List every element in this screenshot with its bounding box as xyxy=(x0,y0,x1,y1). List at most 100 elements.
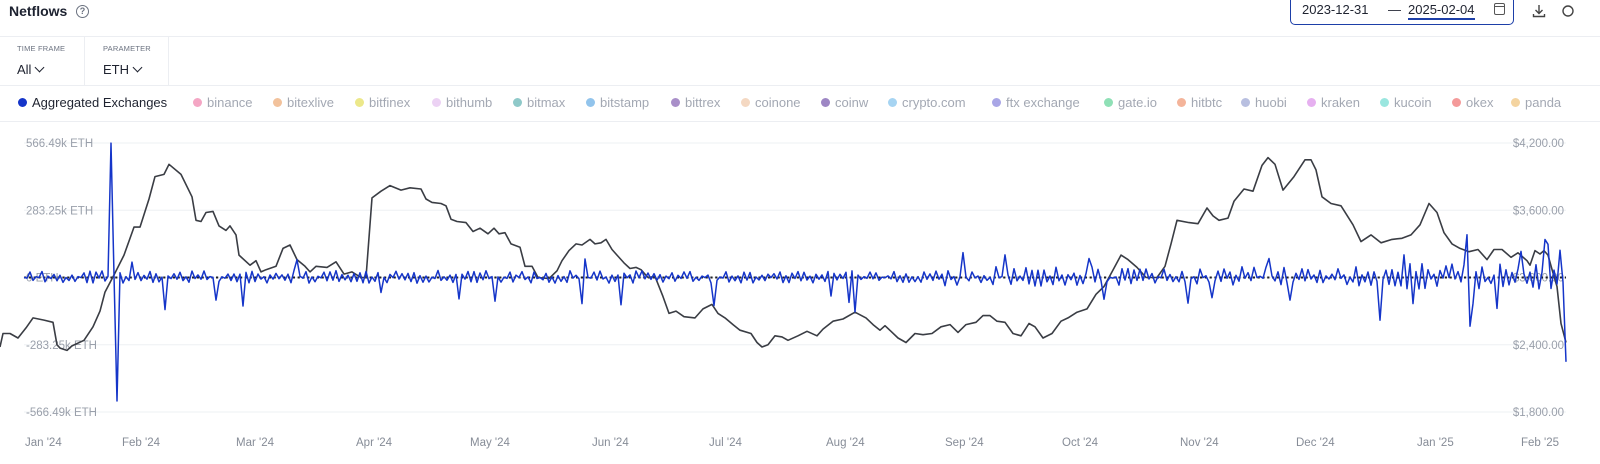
legend-dot xyxy=(671,98,680,107)
legend-item-bitexlive[interactable]: bitexlive xyxy=(273,95,334,110)
legend-item-kraken[interactable]: kraken xyxy=(1307,95,1360,110)
parameter-value: ETH xyxy=(103,62,129,77)
x-axis-tick: Sep '24 xyxy=(945,437,984,449)
netflow-line xyxy=(23,142,1567,402)
legend-label: coinone xyxy=(755,95,801,110)
legend-label: bitfinex xyxy=(369,95,411,110)
date-start-field[interactable]: 2023-12-31 xyxy=(1302,2,1369,17)
time-frame-label: TIME FRAME xyxy=(17,44,66,53)
legend-item-aggregated-exchanges[interactable]: Aggregated Exchanges xyxy=(18,95,167,110)
legend-item-binance[interactable]: binance xyxy=(193,95,253,110)
legend-dot xyxy=(355,98,364,107)
legend-label: kraken xyxy=(1321,95,1361,110)
right-axis-tick: $1,800.00 xyxy=(1513,407,1564,419)
legend-dot xyxy=(992,98,1001,107)
legend-item-huobi[interactable]: huobi xyxy=(1241,95,1287,110)
legend-dot xyxy=(1104,98,1113,107)
x-axis-tick: May '24 xyxy=(470,437,511,449)
left-axis-tick: 283.25k ETH xyxy=(26,205,93,217)
legend-dot xyxy=(273,98,282,107)
legend-item-bithumb[interactable]: bithumb xyxy=(432,95,492,110)
legend-label: panda xyxy=(1525,95,1562,110)
parameter-dropdown[interactable]: ETH xyxy=(103,62,143,77)
x-axis-tick: Aug '24 xyxy=(826,437,865,449)
legend-item-kucoin[interactable]: kucoin xyxy=(1380,95,1432,110)
legend-item-bitmax[interactable]: bitmax xyxy=(513,95,565,110)
parameter-label: PARAMETER xyxy=(103,44,151,53)
time-frame-dropdown[interactable]: All xyxy=(17,62,45,77)
x-axis-tick: Feb '24 xyxy=(122,437,161,449)
parameter-filter[interactable]: PARAMETER ETH xyxy=(85,36,169,85)
x-axis-tick: Jan '24 xyxy=(25,437,62,449)
left-axis-tick: -566.49k ETH xyxy=(26,407,97,419)
right-axis-tick: $2,400.00 xyxy=(1513,340,1564,352)
legend-label: gate.io xyxy=(1118,95,1158,110)
legend-label: bitmax xyxy=(527,95,566,110)
chart-legend: Aggregated Exchanges binance bitexlive bitf… xyxy=(0,85,1600,122)
legend-label: ftx exchange xyxy=(1006,95,1080,110)
left-axis-tick: 566.49k ETH xyxy=(26,138,93,150)
chevron-down-icon xyxy=(35,62,45,73)
legend-label: bithumb xyxy=(446,95,493,110)
legend-label: hitbtc xyxy=(1191,95,1223,110)
legend-dot xyxy=(821,98,830,107)
time-frame-filter[interactable]: TIME FRAME All xyxy=(0,36,85,85)
filter-bar: TIME FRAME All PARAMETER ETH xyxy=(0,36,1600,86)
legend-item-bitstamp[interactable]: bitstamp xyxy=(586,95,649,110)
date-range-picker[interactable]: 2023-12-31 — 2025-02-04 xyxy=(1290,0,1514,25)
legend-dot xyxy=(741,98,750,107)
download-icon[interactable] xyxy=(1531,3,1547,19)
legend-label: okex xyxy=(1466,95,1494,110)
legend-item-okex[interactable]: okex xyxy=(1452,95,1493,110)
x-axis-tick: Jun '24 xyxy=(592,437,629,449)
left-axis-tick: 0 ETH xyxy=(26,273,59,285)
x-axis: Jan '24 Feb '24 Mar '24 Apr '24 May '24 Jun '… xyxy=(25,437,1559,449)
page-title: Netflows xyxy=(9,3,68,19)
legend-label: kucoin xyxy=(1394,95,1432,110)
legend-label: crypto.com xyxy=(902,95,966,110)
legend-item-crypto-com[interactable]: crypto.com xyxy=(888,95,966,110)
netflow-chart: 566.49k ETH 283.25k ETH 0 ETH -283.25k ETH -… xyxy=(0,138,1567,449)
legend-dot xyxy=(18,98,27,107)
legend-label: Aggregated Exchanges xyxy=(32,95,168,110)
help-icon[interactable]: ? xyxy=(76,5,89,18)
legend-dot xyxy=(1511,98,1520,107)
legend-item-coinw[interactable]: coinw xyxy=(821,95,868,110)
legend-dot xyxy=(193,98,202,107)
legend-dot xyxy=(432,98,441,107)
date-range-separator: — xyxy=(1388,2,1401,17)
legend-dot xyxy=(513,98,522,107)
legend-dot xyxy=(1307,98,1316,107)
x-axis-tick: Dec '24 xyxy=(1296,437,1335,449)
legend-dot xyxy=(1380,98,1389,107)
header-bar: Netflows ? 2023-12-31 — 2025-02-04 xyxy=(0,0,1600,37)
date-end-field[interactable]: 2025-02-04 xyxy=(1408,2,1475,20)
legend-dot xyxy=(1452,98,1461,107)
left-axis: 566.49k ETH 283.25k ETH 0 ETH -283.25k ETH -… xyxy=(26,138,97,419)
more-icon[interactable] xyxy=(1560,3,1576,19)
x-axis-tick: Jul '24 xyxy=(709,437,742,449)
price-line xyxy=(0,156,1567,352)
legend-item-gate-io[interactable]: gate.io xyxy=(1104,95,1157,110)
calendar-icon[interactable] xyxy=(1494,3,1505,15)
legend-dot xyxy=(888,98,897,107)
right-axis-tick: $3,600.00 xyxy=(1513,205,1564,217)
legend-item-bittrex[interactable]: bittrex xyxy=(671,95,720,110)
legend-item-hitbtc[interactable]: hitbtc xyxy=(1177,95,1222,110)
legend-dot xyxy=(1177,98,1186,107)
right-axis-tick: $4,200.00 xyxy=(1513,138,1564,150)
legend-label: bitexlive xyxy=(287,95,334,110)
legend-label: binance xyxy=(207,95,253,110)
x-axis-tick: Nov '24 xyxy=(1180,437,1219,449)
legend-item-panda[interactable]: panda xyxy=(1511,95,1561,110)
x-axis-tick: Mar '24 xyxy=(236,437,275,449)
time-frame-value: All xyxy=(17,62,32,77)
legend-item-coinone[interactable]: coinone xyxy=(741,95,801,110)
x-axis-tick: Apr '24 xyxy=(356,437,393,449)
chevron-down-icon xyxy=(132,62,143,73)
legend-item-bitfinex[interactable]: bitfinex xyxy=(355,95,410,110)
legend-dot xyxy=(586,98,595,107)
legend-label: coinw xyxy=(835,95,869,110)
legend-item-ftx-exchange[interactable]: ftx exchange xyxy=(992,95,1080,110)
x-axis-tick: Jan '25 xyxy=(1417,437,1454,449)
